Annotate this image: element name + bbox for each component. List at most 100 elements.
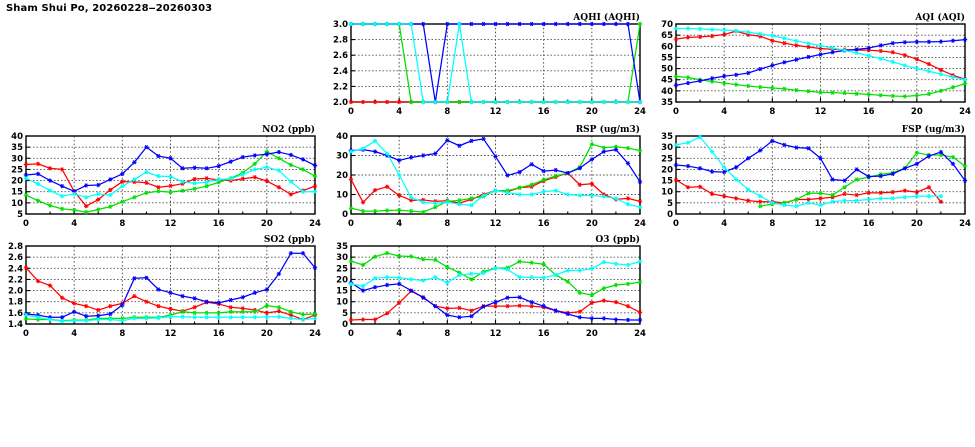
data-point-marker xyxy=(517,303,522,308)
x-tick-label: 20 xyxy=(586,107,598,117)
data-point-marker xyxy=(674,177,678,183)
y-tick-label: 1.4 xyxy=(8,320,23,330)
data-point-marker xyxy=(554,167,558,173)
data-point-marker xyxy=(361,200,365,205)
data-point-marker xyxy=(879,56,883,61)
data-point-marker xyxy=(782,40,786,46)
data-point-marker xyxy=(385,282,389,288)
data-point-marker xyxy=(698,166,702,171)
data-point-marker xyxy=(951,74,955,80)
y-tick-label: 2.6 xyxy=(333,51,348,61)
data-point-marker xyxy=(373,149,377,154)
data-point-marker xyxy=(289,309,293,314)
data-point-marker xyxy=(108,204,112,209)
data-point-marker xyxy=(253,161,257,167)
data-point-marker xyxy=(397,99,401,105)
data-point-marker xyxy=(879,196,883,201)
data-point-marker xyxy=(710,33,714,39)
data-point-marker xyxy=(168,156,173,161)
data-point-marker xyxy=(566,311,570,317)
data-point-marker xyxy=(108,311,112,317)
data-point-marker xyxy=(24,176,28,181)
y-tick-label: 3.0 xyxy=(333,20,348,30)
data-point-marker xyxy=(120,183,124,189)
y-tick-label: 25 xyxy=(661,154,673,164)
x-tick-label: 20 xyxy=(911,219,923,229)
data-point-marker xyxy=(421,99,425,105)
data-point-marker xyxy=(265,178,269,184)
data-point-marker xyxy=(84,195,88,200)
data-point-marker xyxy=(481,21,486,27)
series-line xyxy=(759,152,966,207)
data-point-marker xyxy=(84,183,88,188)
data-point-marker xyxy=(385,184,389,189)
data-point-marker xyxy=(433,303,437,309)
data-point-marker xyxy=(927,69,931,74)
series-line xyxy=(350,172,641,204)
data-point-marker xyxy=(229,297,233,303)
data-point-marker xyxy=(939,67,943,73)
data-point-marker xyxy=(397,281,401,287)
data-point-marker xyxy=(96,307,100,313)
data-point-marker xyxy=(481,99,486,105)
data-point-marker xyxy=(855,192,859,198)
data-point-marker xyxy=(722,32,726,37)
data-point-marker xyxy=(72,309,76,314)
data-point-marker xyxy=(313,163,317,168)
data-point-marker xyxy=(241,309,245,314)
data-point-marker xyxy=(734,177,738,182)
data-point-marker xyxy=(433,99,437,105)
data-point-marker xyxy=(144,169,149,175)
data-point-marker xyxy=(855,91,859,96)
data-point-marker xyxy=(120,318,124,323)
data-point-marker xyxy=(60,167,64,172)
data-point-marker xyxy=(72,318,76,323)
data-point-marker xyxy=(253,175,257,180)
x-tick-label: 12 xyxy=(490,107,502,117)
data-point-marker xyxy=(517,99,522,105)
data-point-marker xyxy=(229,159,233,164)
data-point-marker xyxy=(301,167,305,172)
y-tick-label: 35 xyxy=(11,143,23,153)
chart-panel-so2: SO2 (ppb) 1.4 1.6 1.8 2.0 2.2 2.4 2.6 2.8 0 4 8 12 16… xyxy=(0,232,325,344)
x-tick-label: 4 xyxy=(71,329,77,339)
data-point-marker xyxy=(794,38,799,44)
data-point-marker xyxy=(867,190,871,196)
data-point-marker xyxy=(614,317,618,322)
data-point-marker xyxy=(241,295,245,300)
data-point-marker xyxy=(590,300,594,306)
data-point-marker xyxy=(445,312,449,318)
x-tick-label: 0 xyxy=(348,219,354,229)
data-point-marker xyxy=(180,166,185,171)
data-point-marker xyxy=(24,162,28,167)
data-point-marker xyxy=(686,80,690,86)
data-point-marker xyxy=(686,163,690,169)
data-point-marker xyxy=(927,61,931,67)
data-point-marker xyxy=(879,190,883,196)
data-point-marker xyxy=(891,171,895,177)
data-point-marker xyxy=(108,317,112,322)
data-point-marker xyxy=(794,87,799,93)
y-tick-label: 40 xyxy=(661,87,673,97)
data-point-marker xyxy=(397,158,401,163)
data-point-marker xyxy=(530,192,534,197)
data-point-marker xyxy=(265,287,269,292)
series-blue xyxy=(673,138,968,183)
data-point-marker xyxy=(60,206,64,212)
data-point-marker xyxy=(830,90,835,95)
data-point-marker xyxy=(806,41,811,46)
data-point-marker xyxy=(806,200,811,206)
data-point-marker xyxy=(782,202,786,208)
data-point-marker xyxy=(445,21,449,27)
y-tick-label: 0 xyxy=(342,210,348,220)
data-point-marker xyxy=(566,170,570,176)
data-point-marker xyxy=(192,296,197,301)
data-point-marker xyxy=(855,177,859,182)
x-tick-label: 20 xyxy=(261,219,273,229)
data-point-marker xyxy=(373,254,377,259)
data-point-marker xyxy=(205,315,209,320)
x-tick-label: 12 xyxy=(165,329,177,339)
data-point-marker xyxy=(927,185,931,190)
data-point-marker xyxy=(566,99,570,105)
data-point-marker xyxy=(830,45,835,51)
